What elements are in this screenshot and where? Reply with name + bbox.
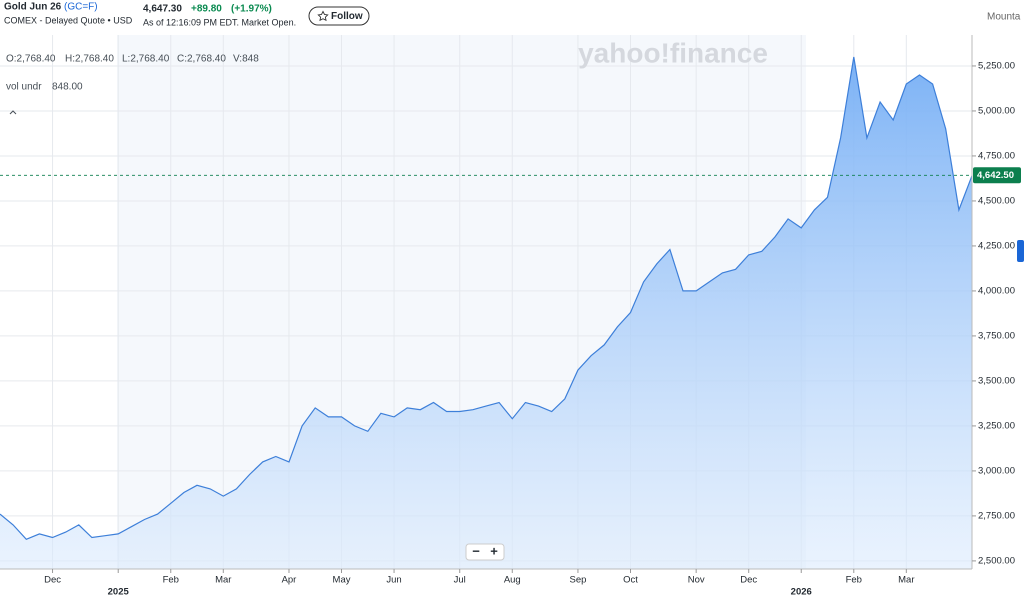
price: 4,647.30 bbox=[143, 4, 182, 15]
x-tick-label: Aug bbox=[504, 575, 521, 586]
x-tick-label: Oct bbox=[623, 575, 638, 586]
y-tick-label: 2,500.00 bbox=[978, 555, 1015, 566]
indicator-name: vol undr bbox=[6, 82, 42, 93]
area bbox=[0, 57, 972, 569]
x-tick-label: Jul bbox=[454, 575, 466, 586]
x-tick-label: Dec bbox=[44, 575, 61, 586]
zoom-in[interactable]: + bbox=[490, 543, 498, 558]
symbol[interactable]: (GC=F) bbox=[64, 2, 98, 13]
follow-button[interactable] bbox=[308, 6, 370, 26]
change: +89.80 bbox=[191, 4, 222, 15]
x-tick-label: May bbox=[333, 575, 351, 586]
x-tick-label: Apr bbox=[282, 575, 297, 586]
zoom-out[interactable]: − bbox=[472, 543, 480, 558]
y-tick-label: 3,000.00 bbox=[978, 465, 1015, 476]
ohlc-low: L:2,768.40 bbox=[122, 54, 170, 65]
y-tick-label: 3,500.00 bbox=[978, 375, 1015, 386]
x-tick-label: Dec bbox=[740, 575, 757, 586]
ohlc-high: H:2,768.40 bbox=[65, 54, 114, 65]
change-pct: (+1.97%) bbox=[231, 4, 272, 15]
follow-label[interactable]: Follow bbox=[331, 11, 363, 22]
x-tick-label: Nov bbox=[688, 575, 705, 586]
y-tick-label: 4,500.00 bbox=[978, 195, 1015, 206]
collapse-icon[interactable] bbox=[9, 110, 17, 115]
instrument-name: Gold Jun 26 bbox=[4, 2, 62, 13]
side-tab[interactable] bbox=[1017, 240, 1024, 262]
y-tick-label: 5,000.00 bbox=[978, 105, 1015, 116]
current-price-label: 4,642.50 bbox=[977, 170, 1014, 181]
line bbox=[0, 56, 973, 541]
zoom-controls bbox=[465, 543, 505, 561]
ohlc-open: O:2,768.40 bbox=[6, 54, 56, 65]
x-tick-label: Feb bbox=[846, 575, 862, 586]
y-tick-label: 3,250.00 bbox=[978, 420, 1015, 431]
ohlc-close: C:2,768.40 bbox=[177, 54, 226, 65]
timezone[interactable]: Mounta bbox=[987, 12, 1021, 23]
watermark: yahoo!finance bbox=[578, 37, 768, 68]
y-tick-label: 4,000.00 bbox=[978, 285, 1015, 296]
timestamp: As of 12:16:09 PM EDT. Market Open. bbox=[143, 17, 296, 27]
y-tick-label: 4,750.00 bbox=[978, 150, 1015, 161]
x-tick-label: Mar bbox=[215, 575, 231, 586]
y-tick-label: 3,750.00 bbox=[978, 330, 1015, 341]
y-tick-label: 5,250.00 bbox=[978, 60, 1015, 71]
plot bbox=[0, 56, 973, 569]
indicator-value: 848.00 bbox=[52, 82, 83, 93]
exchange: COMEX - Delayed Quote • USD bbox=[4, 15, 133, 25]
x-tick-label: 2025 bbox=[108, 587, 130, 598]
ohlc-volume: V:848 bbox=[233, 54, 259, 65]
x-tick-label: Jun bbox=[386, 575, 401, 586]
y-tick-label: 4,250.00 bbox=[978, 240, 1015, 251]
current-price-badge bbox=[973, 167, 1021, 184]
x-tick-label: Feb bbox=[163, 575, 179, 586]
star-icon bbox=[317, 10, 329, 22]
x-tick-label: Sep bbox=[569, 575, 586, 586]
x-tick-label: 2026 bbox=[791, 587, 812, 598]
x-tick-label: Mar bbox=[898, 575, 914, 586]
y-tick-label: 2,750.00 bbox=[978, 510, 1015, 521]
